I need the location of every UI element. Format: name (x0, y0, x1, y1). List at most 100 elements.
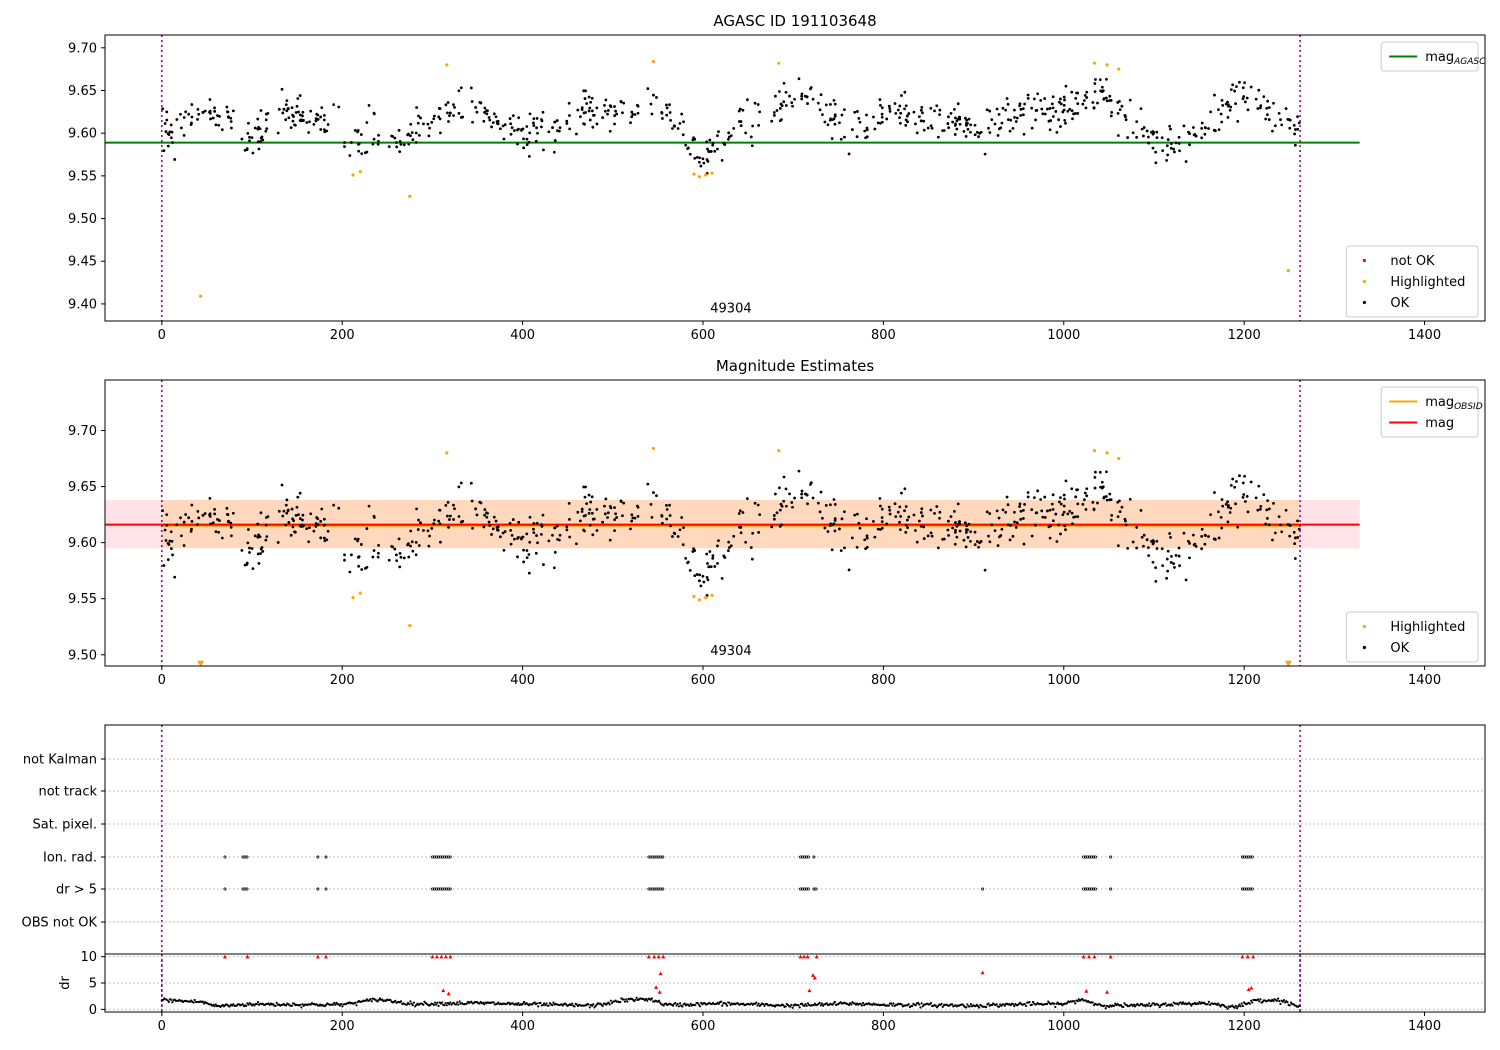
dr-point (968, 1005, 971, 1008)
dr-point (300, 1006, 303, 1009)
ok-point (716, 561, 719, 565)
ok-point (1145, 538, 1149, 542)
ok-point (840, 113, 844, 117)
dr-large-marker (812, 975, 817, 980)
dr-large-marker (811, 973, 816, 977)
ok-point (589, 100, 593, 104)
ok-point (256, 117, 260, 121)
dr-point (1198, 1001, 1201, 1004)
ok-point (372, 549, 376, 552)
ok-point (522, 548, 525, 552)
ok-point (790, 101, 794, 105)
dr-large-marker (222, 954, 227, 959)
ok-point (1116, 515, 1120, 519)
dr-point (674, 1001, 677, 1005)
dr-point (847, 1003, 851, 1007)
ok-point (832, 98, 836, 102)
dr-point (1054, 1005, 1057, 1009)
dr-point (432, 1003, 435, 1006)
ok-point (540, 118, 543, 121)
dr-point (755, 1001, 758, 1004)
dr-point (516, 1003, 519, 1006)
flag-marker (1109, 887, 1113, 891)
ok-point (741, 108, 745, 112)
ok-point (1005, 495, 1009, 499)
ok-point (582, 514, 586, 518)
ok-point (1277, 112, 1281, 115)
ok-point (1229, 88, 1233, 92)
ok-point (356, 130, 359, 134)
ok-point (717, 539, 720, 542)
ok-point (872, 115, 875, 119)
ok-point (1188, 556, 1191, 560)
ok-point (1207, 535, 1210, 538)
ok-point (1004, 510, 1008, 514)
ok-point (857, 521, 861, 525)
panel-1-lower-legend-label: Highlighted (1390, 275, 1465, 290)
ok-point (1200, 136, 1204, 140)
ok-point (1006, 118, 1010, 122)
ok-point (824, 504, 828, 507)
dr-point (1197, 1002, 1200, 1006)
ok-point (630, 115, 634, 119)
dr-point (969, 1003, 972, 1006)
ok-point (410, 540, 414, 544)
panel-2-lower-legend-swatch (1362, 624, 1366, 629)
dr-point (253, 1004, 256, 1007)
ok-point (1267, 523, 1271, 527)
ok-point (166, 558, 170, 561)
dr-point (995, 1003, 998, 1006)
ok-point (1019, 107, 1023, 111)
ok-point (248, 135, 251, 139)
dr-point (920, 1002, 923, 1005)
dr-point (725, 1004, 729, 1007)
dr-point (918, 1003, 921, 1006)
ok-point (855, 110, 859, 113)
ok-point (784, 487, 788, 491)
dr-point (274, 1004, 277, 1007)
dr-point (1217, 1002, 1220, 1005)
dr-point (850, 1003, 853, 1006)
ok-point (357, 564, 361, 568)
ok-point (1161, 149, 1165, 153)
ok-point (510, 126, 514, 130)
ok-point (1182, 531, 1186, 535)
dr-point (470, 1000, 473, 1003)
ok-point (1229, 484, 1233, 487)
ok-point (920, 507, 924, 511)
ok-point (474, 507, 478, 511)
ok-point (757, 530, 761, 534)
ok-point (686, 146, 690, 150)
ok-point (865, 128, 869, 132)
ok-point (996, 134, 1000, 137)
ok-point (739, 124, 743, 128)
ok-point (190, 103, 194, 106)
ok-point (833, 113, 837, 117)
ok-point (422, 122, 425, 126)
ok-point (919, 524, 923, 528)
dr-point (193, 998, 196, 1002)
ok-point (1018, 505, 1021, 508)
ok-point (1012, 108, 1016, 112)
ok-point (474, 106, 478, 109)
ok-point (956, 502, 960, 506)
dr-large-marker (1246, 987, 1251, 992)
ok-point (208, 98, 212, 101)
ok-point (953, 123, 957, 127)
dr-point (914, 1004, 917, 1007)
ok-point (590, 109, 594, 113)
ok-point (1100, 486, 1104, 490)
ok-point (261, 550, 265, 553)
ok-point (565, 122, 569, 125)
ok-point (1084, 508, 1088, 511)
ok-point (1257, 484, 1261, 488)
ok-point (680, 516, 684, 519)
ok-point (668, 503, 671, 507)
ok-point (1145, 129, 1149, 133)
ok-point (1026, 93, 1030, 97)
dr-point (1112, 1004, 1116, 1008)
ok-point (1051, 106, 1055, 110)
ok-point (791, 505, 794, 509)
ok-point (1100, 480, 1104, 484)
ok-point (1046, 107, 1049, 111)
